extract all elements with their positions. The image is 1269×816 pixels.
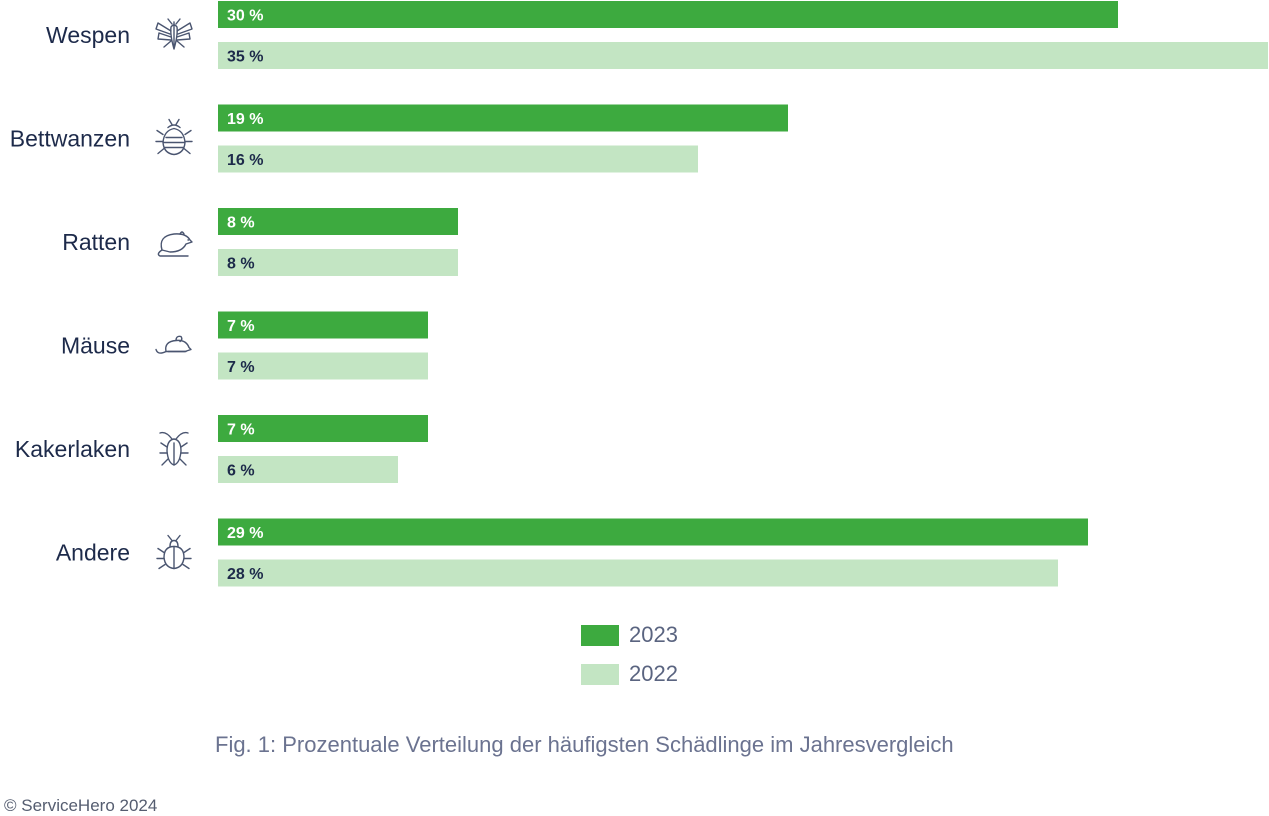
rat-icon xyxy=(157,231,193,257)
bar-value-label-2023-4: 7 % xyxy=(227,422,255,439)
bedbug-icon xyxy=(155,118,193,156)
bar-value-label-2023-2: 8 % xyxy=(227,215,255,232)
bar-value-label-2022-5: 28 % xyxy=(227,566,263,583)
legend-label-2022: 2022 xyxy=(629,661,678,686)
wasp-icon xyxy=(155,18,193,50)
bar-value-label-2023-1: 19 % xyxy=(227,111,263,128)
category-label-0: Wespen xyxy=(46,22,130,48)
bar-value-label-2023-5: 29 % xyxy=(227,525,263,542)
bar-value-label-2022-4: 6 % xyxy=(227,463,255,480)
bar-2023-3 xyxy=(218,311,428,339)
category-label-4: Kakerlaken xyxy=(15,436,130,462)
figure-caption: Fig. 1: Prozentuale Verteilung der häufi… xyxy=(215,732,954,757)
bar-2023-1 xyxy=(218,104,788,132)
bar-2022-4 xyxy=(218,456,398,483)
cockroach-icon xyxy=(159,431,189,466)
bar-chart: Wespen 30 % 35 % Bettwanzen 19 % 16 % Ratten 8 … xyxy=(10,1,1268,587)
bar-2022-2 xyxy=(218,249,458,276)
bar-2023-2 xyxy=(218,208,458,235)
bar-value-label-2022-1: 16 % xyxy=(227,152,263,169)
beetle-icon xyxy=(156,534,192,570)
category-label-1: Bettwanzen xyxy=(10,126,130,152)
bar-value-label-2022-2: 8 % xyxy=(227,256,255,273)
legend: 2023 2022 xyxy=(581,622,678,700)
bar-value-label-2022-0: 35 % xyxy=(227,49,263,66)
legend-swatch-2023 xyxy=(581,624,619,646)
bar-2023-0 xyxy=(218,1,1118,28)
legend-swatch-2022 xyxy=(581,663,619,685)
bar-2022-1 xyxy=(218,145,698,173)
category-label-3: Mäuse xyxy=(61,333,130,359)
bar-value-label-2023-3: 7 % xyxy=(227,318,255,335)
category-label-2: Ratten xyxy=(62,229,130,255)
bar-value-label-2023-0: 30 % xyxy=(227,8,263,25)
legend-item-2023: 2023 xyxy=(581,622,678,648)
bar-2022-3 xyxy=(218,352,428,380)
bar-2022-0 xyxy=(218,42,1268,69)
mouse-icon xyxy=(155,335,192,354)
bar-2023-5 xyxy=(218,518,1088,546)
bar-2023-4 xyxy=(218,415,428,442)
legend-label-2023: 2023 xyxy=(629,622,678,647)
bar-value-label-2022-3: 7 % xyxy=(227,359,255,376)
bar-2022-5 xyxy=(218,559,1058,587)
category-label-5: Andere xyxy=(56,540,130,566)
legend-item-2022: 2022 xyxy=(581,661,678,687)
copyright-notice: © ServiceHero 2024 xyxy=(4,796,158,815)
